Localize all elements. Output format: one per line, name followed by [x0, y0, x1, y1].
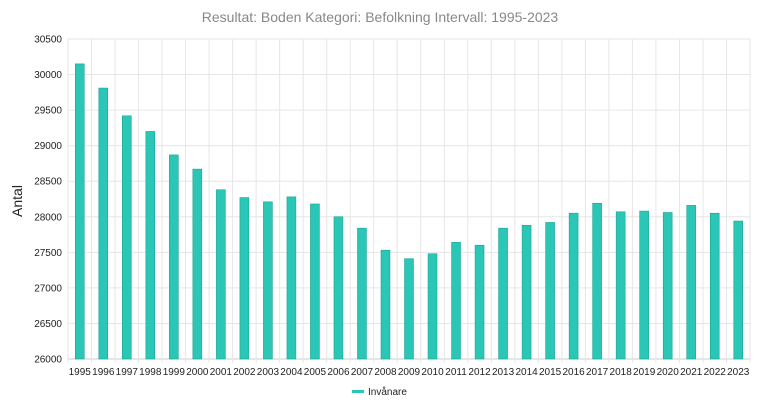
y-tick-label: 30500 [34, 35, 62, 46]
x-tick-label: 2023 [727, 367, 750, 378]
bar-2007[interactable] [357, 227, 367, 360]
x-tick-label: 1996 [92, 367, 115, 378]
legend-swatch [352, 390, 364, 393]
x-tick-label: 2021 [680, 367, 703, 378]
bar-2022[interactable] [709, 212, 720, 360]
bar-2010[interactable] [427, 253, 438, 360]
x-tick-label: 2008 [374, 367, 397, 378]
bar-2023[interactable] [733, 220, 744, 360]
x-tick-label: 2019 [633, 367, 656, 378]
bar-2000[interactable] [192, 168, 203, 360]
bar-2017[interactable] [592, 202, 602, 360]
x-tick-label: 2003 [257, 367, 280, 378]
x-tick-label: 2002 [233, 367, 256, 378]
bar-2018[interactable] [615, 211, 626, 360]
legend[interactable]: Invånare [352, 386, 407, 398]
bar-2021[interactable] [686, 205, 696, 360]
bar-2012[interactable] [474, 244, 485, 360]
x-tick-label: 2016 [562, 367, 585, 378]
y-tick-label: 28500 [34, 177, 62, 188]
bar-1995[interactable] [74, 63, 85, 360]
bar-2008[interactable] [380, 249, 391, 360]
y-tick-label: 26000 [34, 355, 62, 366]
x-tick-label: 2000 [186, 367, 209, 378]
x-tick-label: 2012 [468, 367, 491, 378]
x-tick-label: 2004 [280, 367, 303, 378]
x-tick-label: 2010 [421, 367, 444, 378]
x-tick-label: 2006 [327, 367, 350, 378]
bar-2013[interactable] [498, 227, 508, 360]
bar-1998[interactable] [145, 131, 156, 360]
grid-layer [67, 38, 751, 363]
bar-2005[interactable] [310, 203, 320, 360]
x-tick-label: 2014 [515, 367, 538, 378]
x-tick-label: 2017 [586, 367, 609, 378]
bar-1997[interactable] [122, 115, 132, 360]
legend-label: Invånare [368, 386, 407, 398]
bar-2004[interactable] [286, 196, 297, 360]
x-tick-label: 2020 [657, 367, 680, 378]
y-tick-label: 27000 [34, 283, 62, 294]
x-tick-label: 1995 [69, 367, 92, 378]
x-tick-label: 2007 [351, 367, 374, 378]
chart-title: Resultat: Boden Kategori: Befolkning Int… [202, 9, 559, 25]
bar-2011[interactable] [451, 242, 461, 360]
x-tick-label: 2013 [492, 367, 515, 378]
y-tick-label: 29000 [34, 141, 62, 152]
x-tick-label: 2001 [210, 367, 233, 378]
y-axis-label: Antal [9, 185, 25, 217]
x-tick-label: 2009 [398, 367, 421, 378]
y-tick-label: 26500 [34, 319, 62, 330]
x-tick-label: 1997 [116, 367, 139, 378]
x-tick-label: 1998 [139, 367, 162, 378]
bar-2014[interactable] [521, 225, 532, 360]
y-tick-label: 28000 [34, 212, 62, 223]
bar-2009[interactable] [404, 258, 414, 360]
bars [74, 63, 744, 360]
y-tick-label: 29500 [34, 106, 62, 117]
x-ticks: 1995 1996 1997 1998 1999 2000 2001 2002 2003 2004… [69, 367, 750, 378]
x-tick-label: 2015 [539, 367, 562, 378]
x-tick-label: 2011 [445, 367, 467, 378]
bar-2020[interactable] [662, 212, 673, 360]
bar-2015[interactable] [545, 222, 555, 360]
bar-2002[interactable] [239, 197, 250, 360]
x-tick-label: 2022 [704, 367, 727, 378]
bar-2006[interactable] [333, 216, 344, 360]
bar-2001[interactable] [216, 189, 226, 360]
bar-2016[interactable] [568, 212, 579, 360]
bar-1996[interactable] [98, 87, 109, 360]
bar-2003[interactable] [263, 201, 273, 360]
bar-1999[interactable] [169, 154, 179, 360]
x-tick-label: 2018 [610, 367, 633, 378]
x-tick-label: 1999 [163, 367, 186, 378]
bar-2019[interactable] [639, 210, 649, 360]
y-ticks: 26000 26500 27000 27500 28000 28500 29000 29500… [34, 35, 62, 366]
y-tick-label: 27500 [34, 248, 62, 259]
x-tick-label: 2005 [304, 367, 327, 378]
y-tick-label: 30000 [34, 70, 62, 81]
